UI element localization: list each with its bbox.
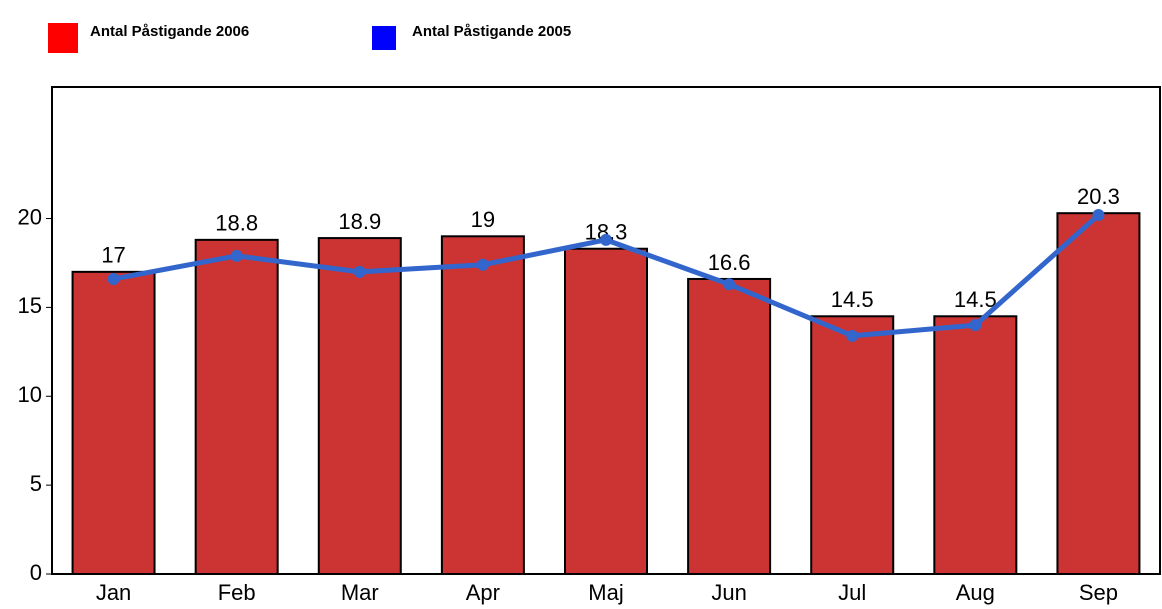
line-point xyxy=(1092,208,1105,221)
bar xyxy=(687,277,772,575)
y-tick-label: 5 xyxy=(30,471,42,496)
x-tick-label: Jan xyxy=(96,580,131,605)
value-label: 14.5 xyxy=(954,287,997,312)
value-label: 18.9 xyxy=(338,209,381,234)
value-label: 14.5 xyxy=(831,287,874,312)
legend-label: Antal Påstigande 2005 xyxy=(412,23,571,40)
y-tick-label: 0 xyxy=(30,560,42,585)
bar xyxy=(564,247,648,575)
value-label: 19 xyxy=(471,207,495,232)
bar xyxy=(317,237,402,576)
legend-swatch xyxy=(372,26,396,50)
bar xyxy=(810,315,895,575)
line-point xyxy=(107,272,120,285)
bar xyxy=(71,270,156,575)
y-tick-label: 10 xyxy=(18,382,42,407)
x-tick-label: Jul xyxy=(838,580,866,605)
bar xyxy=(440,235,525,576)
line-point xyxy=(230,249,243,262)
line-point xyxy=(476,258,489,271)
value-label: 18.8 xyxy=(215,211,258,236)
value-label: 16.6 xyxy=(708,250,751,275)
bar xyxy=(933,315,1018,575)
line-point xyxy=(846,329,859,342)
bar xyxy=(1056,212,1141,576)
x-tick-label: Aug xyxy=(956,580,995,605)
x-tick-label: Feb xyxy=(218,580,256,605)
value-label: 17 xyxy=(101,243,125,268)
x-tick-label: Apr xyxy=(466,580,500,605)
y-tick-label: 20 xyxy=(18,204,42,229)
x-tick-label: Jun xyxy=(711,580,746,605)
legend-swatch xyxy=(48,23,78,53)
x-tick-label: Mar xyxy=(341,580,379,605)
line-point xyxy=(600,233,612,246)
line-point xyxy=(969,319,982,332)
legend-label: Antal Påstigande 2006 xyxy=(90,23,249,40)
line-point xyxy=(353,265,366,278)
bar xyxy=(194,238,279,576)
y-tick-label: 15 xyxy=(18,293,42,318)
line-point xyxy=(723,278,736,291)
value-label: 20.3 xyxy=(1077,184,1120,209)
x-tick-label: Sep xyxy=(1079,580,1118,605)
x-tick-label: Maj xyxy=(588,580,623,605)
